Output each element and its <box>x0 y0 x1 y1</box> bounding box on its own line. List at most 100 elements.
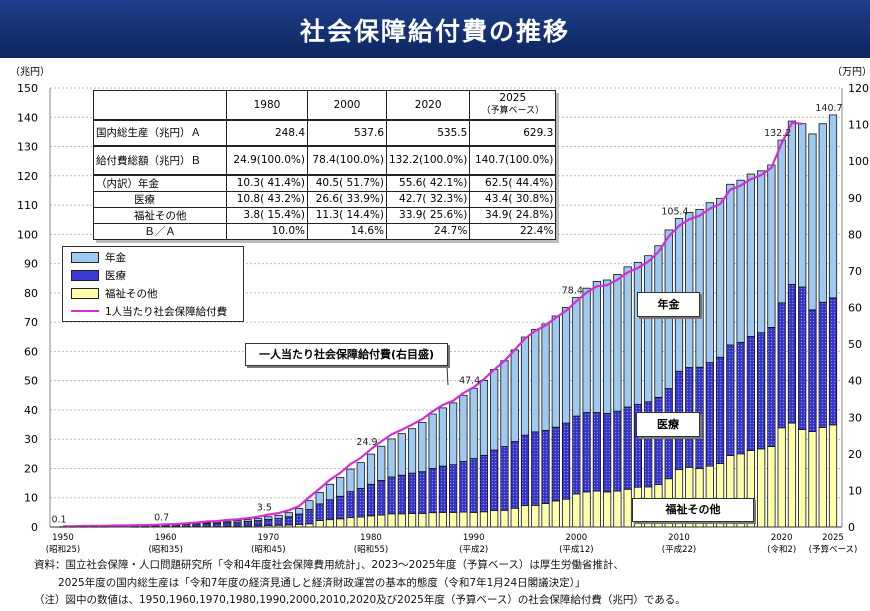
x-tick-era: (昭和35) <box>148 545 182 555</box>
bar-medical <box>233 521 242 527</box>
x-tick-year: 1960 <box>155 533 177 543</box>
bar-medical <box>561 422 571 500</box>
legend-swatch <box>71 251 99 263</box>
bar-medical <box>479 454 489 513</box>
legend-swatch <box>71 269 99 281</box>
callout-pension: 年金 <box>637 292 700 317</box>
bar-welfare <box>787 422 797 528</box>
right-tick-label: 10 <box>848 484 862 497</box>
bar-medical <box>746 336 755 452</box>
callout-per-capita: 一人当たり社会保障給付費(右目盛) <box>245 343 448 366</box>
bar-medical <box>366 483 376 517</box>
bar-medical <box>654 396 663 485</box>
bar-welfare <box>798 429 807 528</box>
x-tick-era: (昭和55) <box>354 545 388 555</box>
x-tick-era: (平成12) <box>559 544 593 555</box>
right-tick-label: 30 <box>848 411 862 424</box>
bar-medical <box>428 468 437 514</box>
bar-medical <box>284 516 293 526</box>
x-tick-era: (昭和45) <box>251 545 285 555</box>
bar-welfare <box>777 427 786 528</box>
x-tick-year: 1990 <box>463 533 485 543</box>
bar-welfare <box>397 513 406 528</box>
bar-pension <box>325 483 335 501</box>
left-tick-label: 50 <box>24 375 38 388</box>
table-cell: 78.4(100.0%) <box>307 144 387 175</box>
bar-medical <box>500 446 509 511</box>
bar-medical <box>572 415 581 495</box>
x-tick-era: (令和2) <box>767 544 796 555</box>
bar-pension <box>520 336 530 436</box>
left-tick-label: 40 <box>24 404 38 417</box>
table-header: 2020 <box>385 90 471 120</box>
footnote-source: 資料：国立社会保障・人口問題研究所「令和4年度社会保障費用統計」、2023～20… <box>34 559 624 571</box>
data-label: 24.9 <box>356 437 377 448</box>
bar-welfare <box>315 520 324 528</box>
bar-medical <box>346 491 355 519</box>
right-tick-label: 40 <box>848 375 862 388</box>
left-tick-label: 80 <box>24 287 38 300</box>
bar-medical <box>828 297 838 426</box>
bar-pension <box>685 211 694 368</box>
bar-medical <box>798 286 807 430</box>
x-tick-year: 2010 <box>668 533 690 543</box>
bar-pension <box>346 468 355 492</box>
bar-pension <box>500 360 509 447</box>
bar-pension <box>633 262 643 405</box>
table-row: 国内総生産（兆円）Ａ 248.4 537.6 535.5 629.3 <box>93 118 557 146</box>
bar-welfare <box>407 513 417 528</box>
bar-pension <box>561 307 571 424</box>
bar-welfare <box>459 511 468 528</box>
legend-swatch <box>71 287 99 299</box>
bar-medical <box>603 413 612 493</box>
bar-medical <box>613 410 622 492</box>
data-label: 105.4 <box>661 207 688 218</box>
bar-medical <box>449 464 458 513</box>
right-tick-label: 120 <box>848 82 869 95</box>
bar-welfare <box>325 519 335 528</box>
bar-medical <box>407 472 417 514</box>
bar-pension <box>274 514 283 519</box>
table-row: （内訳）年金 10.3( 41.4%) 40.5( 51.7%) 55.6( 4… <box>93 173 557 192</box>
bar-welfare <box>828 424 838 528</box>
table-cell: 535.5 <box>385 118 471 146</box>
x-tick-year: 1950 <box>52 533 74 543</box>
bar-medical <box>490 449 499 512</box>
bar-pension <box>212 521 222 524</box>
row-label: 国内総生産（兆円）Ａ <box>93 118 227 146</box>
bar-pension <box>603 279 612 414</box>
x-tick-era: (平成22) <box>662 544 696 555</box>
bar-pension <box>469 387 478 459</box>
bar-pension <box>387 438 396 478</box>
bar-pension <box>767 164 776 328</box>
bar-welfare <box>479 511 489 528</box>
bar-medical <box>315 503 324 521</box>
bar-medical <box>253 520 263 527</box>
left-tick-label: 90 <box>24 258 38 271</box>
bar-welfare <box>469 511 478 528</box>
legend-item-pension: 年金 <box>71 250 126 264</box>
bar-pension <box>705 202 714 363</box>
bar-pension <box>397 433 406 476</box>
bar-pension <box>438 407 447 467</box>
right-tick-label: 50 <box>848 338 862 351</box>
right-tick-label: 70 <box>848 265 862 278</box>
bar-pension <box>356 462 365 489</box>
bar-medical <box>551 426 560 502</box>
x-tick-era: (予算ベース) <box>809 544 858 555</box>
table-header-sub: （予算ベース） <box>481 106 545 117</box>
row-label: 給付費総額（兆円）Ｂ <box>93 144 227 175</box>
bar-medical <box>295 513 304 525</box>
bar-medical <box>757 332 766 450</box>
bar-medical <box>223 522 232 527</box>
table-cell: 26.6( 33.9%) <box>307 190 387 208</box>
bar-medical <box>243 521 252 527</box>
bar-pension <box>623 266 632 408</box>
bar-pension <box>377 445 386 481</box>
bar-medical <box>787 283 797 424</box>
bar-pension <box>510 349 519 442</box>
left-tick-label: 150 <box>17 82 38 95</box>
bar-medical <box>582 412 591 493</box>
bar-pension <box>777 139 786 304</box>
bar-pension <box>295 508 304 515</box>
